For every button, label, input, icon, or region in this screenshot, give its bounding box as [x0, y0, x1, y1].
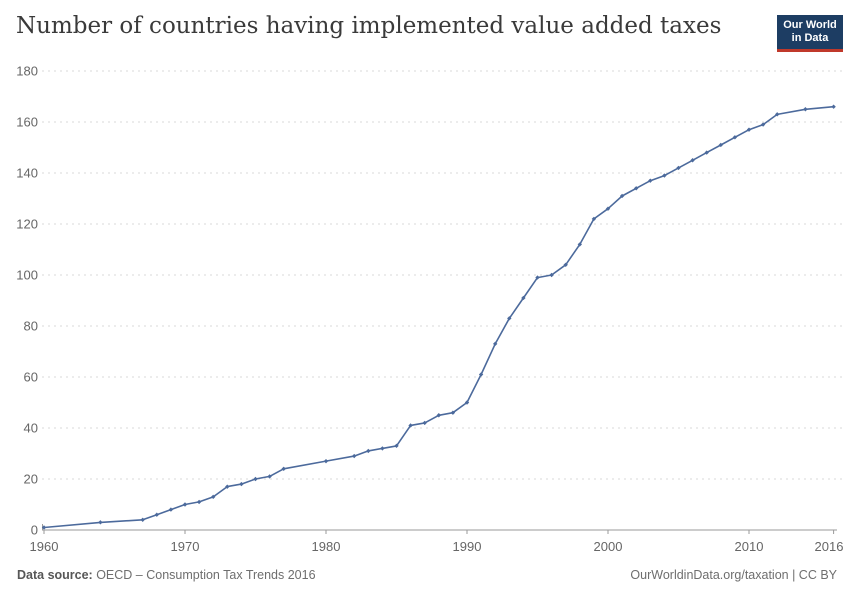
x-tick-label-1970: 1970	[171, 539, 200, 554]
data-point-1989	[450, 410, 456, 415]
data-point-1983	[366, 448, 371, 454]
y-tick-label-120: 120	[16, 217, 38, 232]
y-tick-label-180: 180	[16, 64, 38, 79]
data-point-1980	[323, 458, 329, 464]
page-title: Number of countries having implemented v…	[16, 13, 722, 39]
owid-logo-line1: Our World	[783, 19, 837, 31]
data-point-2012	[775, 112, 780, 117]
data-point-1985	[394, 443, 399, 449]
data-point-1977	[281, 466, 286, 471]
data-point-2009	[732, 135, 738, 140]
data-point-1973	[225, 484, 230, 489]
data-point-1975	[253, 476, 258, 482]
x-tick-label-1960: 1960	[30, 539, 59, 554]
data-point-1986	[408, 423, 413, 428]
data-point-1960	[41, 525, 47, 530]
data-point-2007	[704, 150, 709, 155]
data-point-2011	[760, 122, 766, 127]
owid-logo[interactable]: Our World in Data	[777, 15, 843, 49]
data-point-1967	[140, 517, 145, 522]
data-point-2014	[803, 107, 808, 112]
x-tick-label-1990: 1990	[453, 539, 482, 554]
y-tick-label-40: 40	[24, 421, 38, 436]
data-point-1969	[168, 507, 174, 512]
data-point-2000	[605, 206, 611, 211]
y-tick-label-80: 80	[24, 319, 38, 334]
data-point-2006	[690, 158, 695, 163]
x-tick-label-2000: 2000	[594, 539, 623, 554]
data-point-1991	[478, 372, 484, 377]
data-point-2016	[831, 104, 836, 109]
data-point-1974	[239, 481, 244, 487]
data-point-1994	[521, 295, 526, 301]
x-tick-label-1980: 1980	[312, 539, 341, 554]
x-tick-label-2016: 2016	[815, 539, 844, 554]
y-tick-label-60: 60	[24, 370, 38, 385]
data-point-1984	[380, 446, 385, 451]
y-tick-label-160: 160	[16, 115, 38, 130]
data-point-1972	[211, 494, 216, 500]
data-point-2005	[676, 165, 681, 171]
data-point-1982	[352, 453, 357, 459]
data-point-2003	[648, 178, 653, 183]
data-point-1998	[577, 242, 582, 247]
y-tick-label-140: 140	[16, 166, 38, 181]
data-point-2010	[746, 127, 752, 132]
x-tick-label-2010: 2010	[735, 539, 764, 554]
data-line	[43, 105, 835, 529]
attribution-link[interactable]: OurWorldinData.org/taxation | CC BY	[630, 568, 837, 582]
data-point-2008	[718, 142, 723, 148]
data-point-2002	[634, 186, 639, 191]
data-source-value: OECD – Consumption Tax Trends 2016	[92, 568, 316, 582]
data-point-1987	[422, 420, 427, 426]
data-point-1964	[98, 520, 103, 525]
y-tick-label-0: 0	[31, 523, 38, 538]
data-point-1999	[591, 216, 597, 222]
data-point-2001	[619, 193, 625, 199]
data-point-1968	[154, 512, 159, 517]
data-point-1992	[493, 341, 498, 347]
data-source: Data source: OECD – Consumption Tax Tren…	[17, 568, 316, 582]
data-point-1988	[436, 413, 441, 418]
data-point-1971	[196, 499, 202, 505]
y-tick-label-100: 100	[16, 268, 38, 283]
data-source-label: Data source:	[17, 568, 93, 582]
y-tick-label-20: 20	[24, 472, 38, 487]
data-point-1990	[464, 400, 470, 405]
data-point-1976	[267, 474, 272, 479]
data-point-1996	[549, 272, 554, 278]
owid-logo-red-bar	[777, 49, 843, 52]
data-point-1995	[535, 275, 540, 280]
data-point-2004	[662, 173, 667, 178]
data-point-1993	[507, 316, 512, 321]
data-point-1970	[182, 502, 188, 507]
data-point-1997	[563, 262, 568, 267]
owid-logo-line2: in Data	[791, 32, 829, 44]
